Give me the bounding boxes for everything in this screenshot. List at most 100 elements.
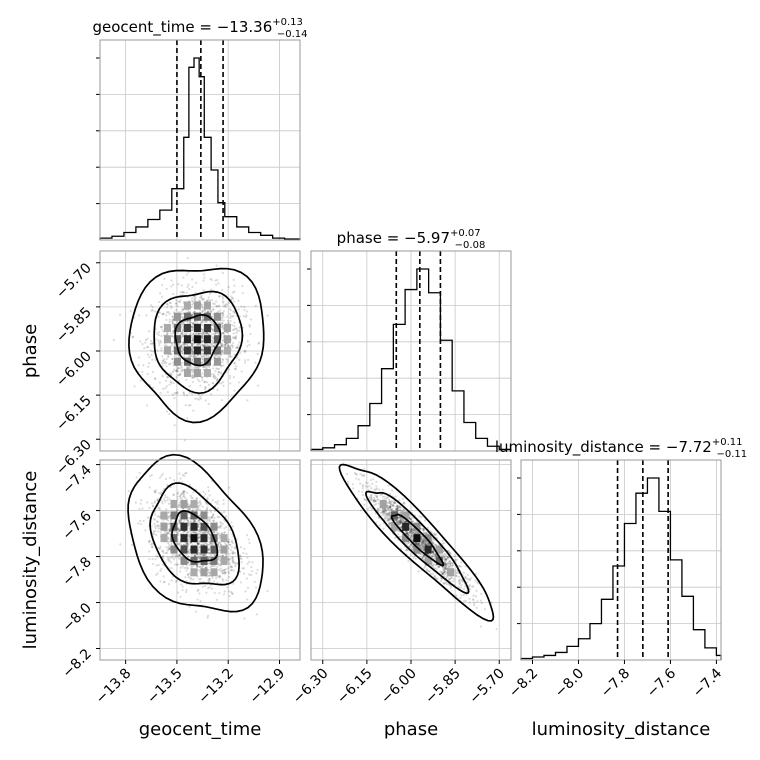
scatter-point bbox=[239, 557, 242, 560]
scatter-point bbox=[218, 545, 221, 548]
scatter-point bbox=[166, 391, 169, 394]
scatter-point bbox=[186, 573, 189, 576]
scatter-point bbox=[251, 561, 254, 564]
scatter-point bbox=[164, 342, 167, 345]
scatter-point bbox=[219, 543, 222, 546]
scatter-point bbox=[157, 315, 160, 318]
scatter-point bbox=[148, 361, 151, 365]
scatter-point bbox=[196, 543, 199, 546]
scatter-point bbox=[188, 507, 192, 511]
scatter-point bbox=[432, 552, 435, 555]
scatter-point bbox=[443, 571, 446, 574]
scatter-point bbox=[176, 304, 179, 307]
scatter-point bbox=[224, 305, 227, 308]
scatter-point bbox=[152, 386, 155, 390]
scatter-point bbox=[207, 562, 211, 565]
scatter-point bbox=[178, 519, 181, 522]
scatter-point bbox=[203, 554, 206, 558]
scatter-point bbox=[420, 542, 423, 545]
scatter-point bbox=[182, 340, 185, 344]
scatter-point bbox=[166, 303, 169, 306]
scatter-point bbox=[408, 532, 412, 535]
scatter-point bbox=[191, 349, 195, 353]
scatter-point bbox=[397, 516, 401, 519]
scatter-point bbox=[187, 539, 190, 542]
scatter-point bbox=[226, 360, 229, 364]
scatter-point bbox=[167, 510, 170, 514]
scatter-point bbox=[355, 473, 358, 476]
title-main-geocent_time: geocent_time = −13.36 bbox=[92, 18, 272, 37]
scatter-point bbox=[197, 530, 200, 533]
scatter-point bbox=[190, 326, 193, 329]
scatter-point bbox=[220, 345, 223, 348]
scatter-point bbox=[223, 510, 226, 514]
scatter-point bbox=[211, 328, 214, 331]
scatter-point bbox=[201, 320, 204, 323]
scatter-point bbox=[386, 513, 389, 516]
scatter-point bbox=[458, 564, 461, 568]
scatter-point bbox=[190, 325, 193, 329]
scatter-point bbox=[232, 550, 235, 553]
scatter-point bbox=[183, 343, 186, 346]
scatter-point bbox=[139, 522, 143, 526]
scatter-point bbox=[188, 483, 192, 487]
scatter-point bbox=[147, 540, 150, 544]
scatter-point bbox=[373, 500, 376, 503]
scatter-point bbox=[398, 511, 401, 514]
density-cell bbox=[213, 335, 221, 344]
scatter-point bbox=[158, 508, 161, 511]
scatter-point bbox=[188, 523, 191, 526]
scatter-point bbox=[170, 381, 173, 384]
scatter-point bbox=[412, 532, 415, 535]
scatter-point bbox=[480, 592, 483, 596]
scatter-point bbox=[205, 331, 209, 334]
scatter-point bbox=[208, 530, 211, 533]
density-cell bbox=[180, 534, 188, 543]
scatter-point bbox=[162, 359, 165, 362]
scatter-point bbox=[171, 315, 174, 318]
density-cell bbox=[173, 357, 181, 366]
scatter-point bbox=[523, 646, 525, 648]
density-cell bbox=[190, 522, 198, 531]
scatter-point bbox=[192, 578, 195, 581]
scatter-point bbox=[444, 558, 447, 562]
scatter-point bbox=[364, 485, 367, 488]
scatter-point bbox=[182, 391, 185, 394]
scatter-point bbox=[167, 522, 170, 526]
scatter-point bbox=[207, 571, 210, 574]
scatter-point bbox=[166, 516, 170, 519]
scatter-point bbox=[220, 342, 223, 345]
scatter-point bbox=[217, 541, 221, 544]
scatter-point bbox=[150, 353, 153, 357]
scatter-point bbox=[185, 543, 188, 546]
scatter-point bbox=[207, 354, 210, 357]
scatter-point bbox=[148, 558, 151, 561]
scatter-point bbox=[398, 509, 401, 512]
scatter-point bbox=[454, 558, 457, 562]
scatter-point bbox=[470, 585, 474, 588]
contour-0-2 bbox=[128, 267, 265, 424]
scatter-point bbox=[256, 568, 259, 572]
scatter-point bbox=[398, 523, 401, 526]
scatter-point bbox=[409, 543, 413, 546]
scatter-point bbox=[423, 531, 426, 535]
scatter-point bbox=[410, 533, 413, 536]
scatter-point bbox=[182, 348, 185, 352]
scatter-point bbox=[201, 316, 204, 319]
scatter-point bbox=[160, 347, 163, 350]
scatter-point bbox=[154, 310, 157, 313]
scatter-point bbox=[411, 545, 414, 549]
scatter-point bbox=[166, 499, 169, 502]
scatter-panel-geocent_time-luminosity_distance bbox=[100, 453, 300, 660]
scatter-point bbox=[169, 362, 172, 365]
scatter-point bbox=[444, 561, 447, 564]
scatter-point bbox=[410, 525, 413, 528]
scatter-point bbox=[220, 399, 224, 402]
density-cell bbox=[447, 568, 455, 577]
scatter-point bbox=[472, 594, 475, 597]
scatter-point bbox=[404, 520, 407, 523]
scatter-point bbox=[170, 279, 173, 282]
scatter-point bbox=[151, 504, 155, 507]
scatter-point bbox=[182, 531, 185, 534]
scatter-point bbox=[233, 311, 236, 315]
